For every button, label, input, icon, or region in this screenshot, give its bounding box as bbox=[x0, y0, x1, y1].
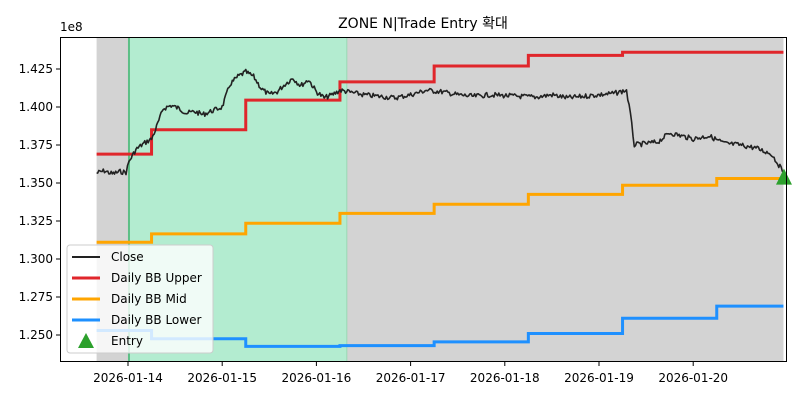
y-tick-label: 1.250 bbox=[19, 328, 53, 342]
legend: Close Daily BB Upper Daily BB Mid Daily BB … bbox=[66, 244, 214, 354]
y-offset-label: 1e8 bbox=[60, 20, 83, 34]
line-daily-bb-mid bbox=[96, 176, 784, 244]
x-axis: 2026-01-14 2026-01-15 2026-01-16 2026-01-17… bbox=[93, 362, 728, 385]
plot-frame bbox=[60, 37, 787, 362]
x-tick-label: 2026-01-14 bbox=[93, 371, 163, 385]
legend-label: Daily BB Lower bbox=[111, 313, 201, 327]
y-tick-label: 1.375 bbox=[19, 138, 53, 152]
x-tick-label: 2026-01-16 bbox=[282, 371, 352, 385]
legend-label: Daily BB Upper bbox=[111, 271, 202, 285]
x-tick-label: 2026-01-15 bbox=[187, 371, 257, 385]
y-tick-label: 1.400 bbox=[19, 100, 53, 114]
legend-item: Daily BB Upper bbox=[72, 271, 202, 285]
chart-title: ZONE N|Trade Entry 확대 bbox=[338, 16, 508, 32]
y-tick-label: 1.275 bbox=[19, 290, 53, 304]
entry-marker-icon bbox=[775, 168, 792, 185]
legend-item: Daily BB Lower bbox=[72, 313, 201, 327]
x-tick-label: 2026-01-18 bbox=[470, 371, 540, 385]
x-tick-label: 2026-01-20 bbox=[658, 371, 728, 385]
legend-box bbox=[66, 244, 214, 354]
y-tick-label: 1.350 bbox=[19, 176, 53, 190]
legend-item: Daily BB Mid bbox=[72, 292, 187, 306]
legend-item: Close bbox=[72, 250, 144, 264]
entry-markers bbox=[775, 168, 792, 185]
y-tick-label: 1.300 bbox=[19, 252, 53, 266]
y-axis: 1.250 1.275 1.300 1.325 1.350 1.375 1.400 1.425 bbox=[19, 62, 60, 342]
x-tick-label: 2026-01-19 bbox=[564, 371, 634, 385]
y-tick-label: 1.425 bbox=[19, 62, 53, 76]
triangle-icon bbox=[78, 333, 94, 348]
y-tick-label: 1.325 bbox=[19, 214, 53, 228]
legend-label: Daily BB Mid bbox=[111, 292, 187, 306]
line-daily-bb-upper bbox=[96, 50, 784, 156]
line-close bbox=[96, 68, 785, 176]
legend-item: Entry bbox=[78, 333, 143, 348]
legend-label: Entry bbox=[111, 334, 143, 348]
x-tick-label: 2026-01-17 bbox=[376, 371, 446, 385]
legend-label: Close bbox=[111, 250, 144, 264]
